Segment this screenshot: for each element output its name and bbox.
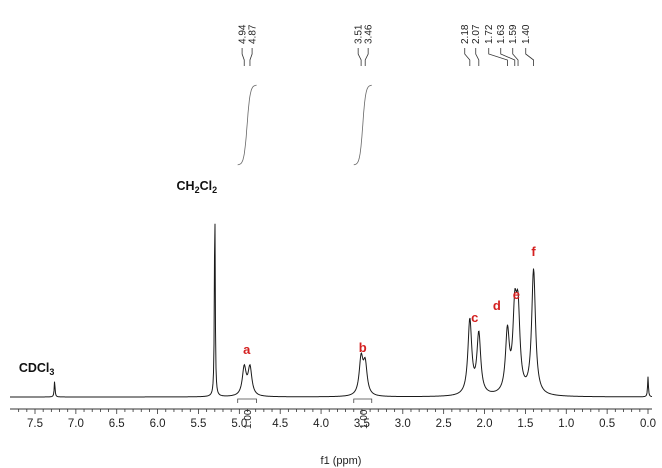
peak-shift-label: 4.94 (238, 24, 249, 44)
integral-curve (237, 84, 257, 166)
integral-curve (353, 84, 372, 166)
x-tick-label: 1.0 (558, 418, 574, 430)
integral-value: 1.00 (243, 409, 254, 429)
x-tick-label: 6.0 (150, 418, 166, 430)
peak-leader-line (488, 48, 508, 66)
x-axis-label: f1 (ppm) (321, 455, 362, 467)
x-tick-label: 7.0 (68, 418, 84, 430)
assignment-letter-d: d (493, 298, 501, 313)
peak-shift-label: 1.72 (484, 24, 495, 44)
x-tick-label: 7.5 (27, 418, 43, 430)
spectrum-trace (10, 223, 653, 398)
assignment-letter-c: c (471, 310, 478, 325)
assignment-letter-f: f (531, 244, 536, 259)
peak-shift-label: 2.07 (471, 24, 482, 44)
x-tick-label: 1.5 (517, 418, 533, 430)
assignment-letter-e: e (513, 287, 520, 302)
x-tick-label: 0.0 (640, 418, 656, 430)
x-tick-label: 0.5 (599, 418, 615, 430)
peak-shift-label: 3.46 (364, 24, 375, 44)
x-axis: 7.5 7.0 6.5 6.0 5.5 5.0 4.5 4.0 3.5 3.0 2.5 2.0 1.5 1… (10, 408, 656, 430)
x-tick-label: 5.5 (190, 418, 206, 430)
integral-curves (237, 84, 372, 166)
peak-shift-label: 1.63 (496, 24, 507, 44)
x-tick-label: 3.0 (395, 418, 411, 430)
peak-shift-label: 2.18 (460, 24, 471, 44)
peak-leader-line (512, 48, 519, 66)
assignment-letter-a: a (243, 342, 251, 357)
integral-value: 1.00 (359, 409, 370, 429)
peak-assignments: a b cde f (243, 244, 536, 357)
x-tick-label: 4.5 (272, 418, 288, 430)
peak-leader-line (249, 48, 253, 66)
x-tick-label: 6.5 (109, 418, 125, 430)
peak-leader-line (464, 48, 471, 66)
integral-bracket (353, 398, 373, 403)
peak-leader-line (525, 48, 534, 66)
peak-leader-line (364, 48, 369, 66)
assignment-letter-b: b (359, 340, 367, 355)
x-tick-label: 2.5 (436, 418, 452, 430)
peak-leader-line (357, 48, 362, 66)
peak-leader-line (475, 48, 480, 66)
peak-leader-line (500, 48, 516, 66)
x-tick-label: 4.0 (313, 418, 329, 430)
integral-brackets: 1.00 1.00 (237, 398, 373, 429)
peak-shift-label: 1.59 (508, 24, 519, 44)
x-tick-label: 3.5 (354, 418, 370, 430)
peak-shift-label: 3.51 (354, 24, 365, 44)
x-tick-label: 2.0 (477, 418, 493, 430)
x-tick-label: 5.0 (231, 418, 247, 430)
solvent-label: CDCl3 (19, 361, 55, 377)
peak-labels: 4.94 4.87 3.51 3.46 2.18 2.07 1.72 1.63 1.59 1.40 (238, 24, 534, 66)
solvent-label: CH2Cl2 (177, 179, 218, 195)
peak-shift-label: 4.87 (248, 24, 259, 44)
peak-leader-line (241, 48, 245, 66)
peak-shift-label: 1.40 (521, 24, 532, 44)
solvent-labels: CDCl3 CH2Cl2 (19, 179, 217, 377)
integral-bracket (237, 398, 257, 403)
